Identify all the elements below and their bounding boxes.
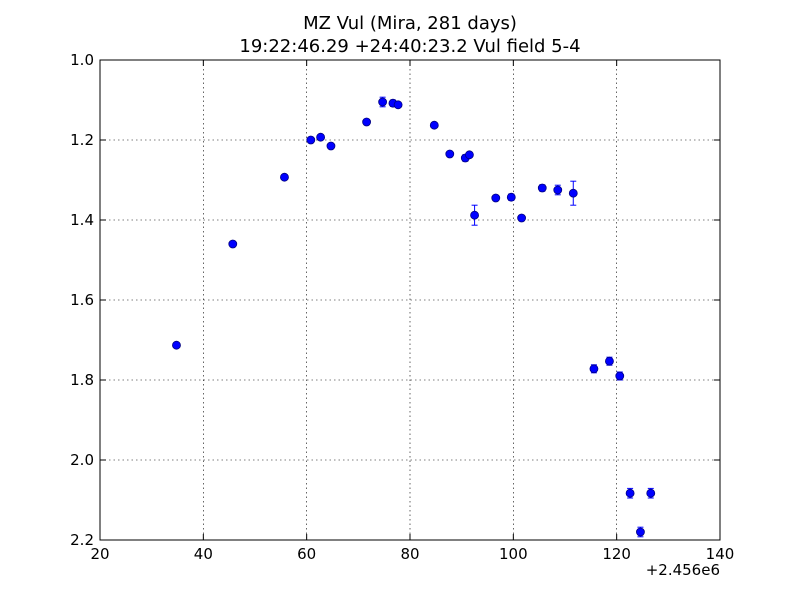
data-point bbox=[615, 371, 625, 381]
y-tick-label: 1.8 bbox=[70, 371, 94, 389]
data-point bbox=[326, 141, 336, 151]
data-point bbox=[470, 210, 479, 220]
data-point bbox=[517, 213, 526, 223]
data-point bbox=[393, 100, 403, 110]
chart-title-line-1: MZ Vul (Mira, 281 days) bbox=[303, 13, 517, 34]
data-points bbox=[172, 97, 656, 537]
data-point bbox=[506, 192, 516, 202]
data-point bbox=[280, 172, 289, 182]
data-point bbox=[568, 188, 578, 198]
x-tick-label: 20 bbox=[90, 545, 109, 563]
x-tick-label: 100 bbox=[499, 545, 528, 563]
data-point bbox=[646, 488, 656, 498]
data-point bbox=[316, 132, 326, 142]
data-point bbox=[491, 193, 501, 203]
x-tick-label: 40 bbox=[194, 545, 213, 563]
y-tick-label: 1.4 bbox=[70, 211, 94, 229]
x-axis-offset-label: +2.456e6 bbox=[646, 561, 720, 579]
data-point bbox=[306, 135, 316, 145]
x-tick-label: 80 bbox=[400, 545, 419, 563]
data-point bbox=[378, 97, 388, 107]
axis-ticks bbox=[99, 59, 721, 541]
grid-lines bbox=[100, 60, 720, 540]
x-tick-label: 60 bbox=[297, 545, 316, 563]
error-bars bbox=[173, 96, 654, 538]
data-point bbox=[445, 149, 455, 159]
data-point bbox=[625, 488, 635, 498]
data-point bbox=[589, 364, 599, 374]
y-tick-label: 1.0 bbox=[70, 51, 94, 69]
data-point bbox=[228, 239, 238, 249]
data-point bbox=[537, 183, 547, 193]
data-point bbox=[553, 185, 563, 195]
data-point bbox=[605, 356, 614, 366]
x-tick-label: 140 bbox=[706, 545, 735, 563]
y-tick-label: 2.0 bbox=[70, 451, 94, 469]
data-point bbox=[636, 527, 645, 537]
data-point bbox=[172, 340, 181, 350]
y-tick-label: 1.6 bbox=[70, 291, 94, 309]
data-point bbox=[465, 150, 474, 160]
y-tick-label: 1.2 bbox=[70, 131, 94, 149]
x-tick-label: 120 bbox=[602, 545, 631, 563]
y-tick-label: 2.2 bbox=[70, 531, 94, 549]
tick-labels: 20 40 60 80 100 120 140 1.0 1.2 1.4 1.6 1.8 2.0 2.2 bbox=[70, 51, 734, 563]
data-point bbox=[429, 120, 439, 130]
data-point bbox=[362, 117, 372, 127]
chart-title-line-2: 19:22:46.29 +24:40:23.2 Vul field 5-4 bbox=[239, 36, 580, 57]
